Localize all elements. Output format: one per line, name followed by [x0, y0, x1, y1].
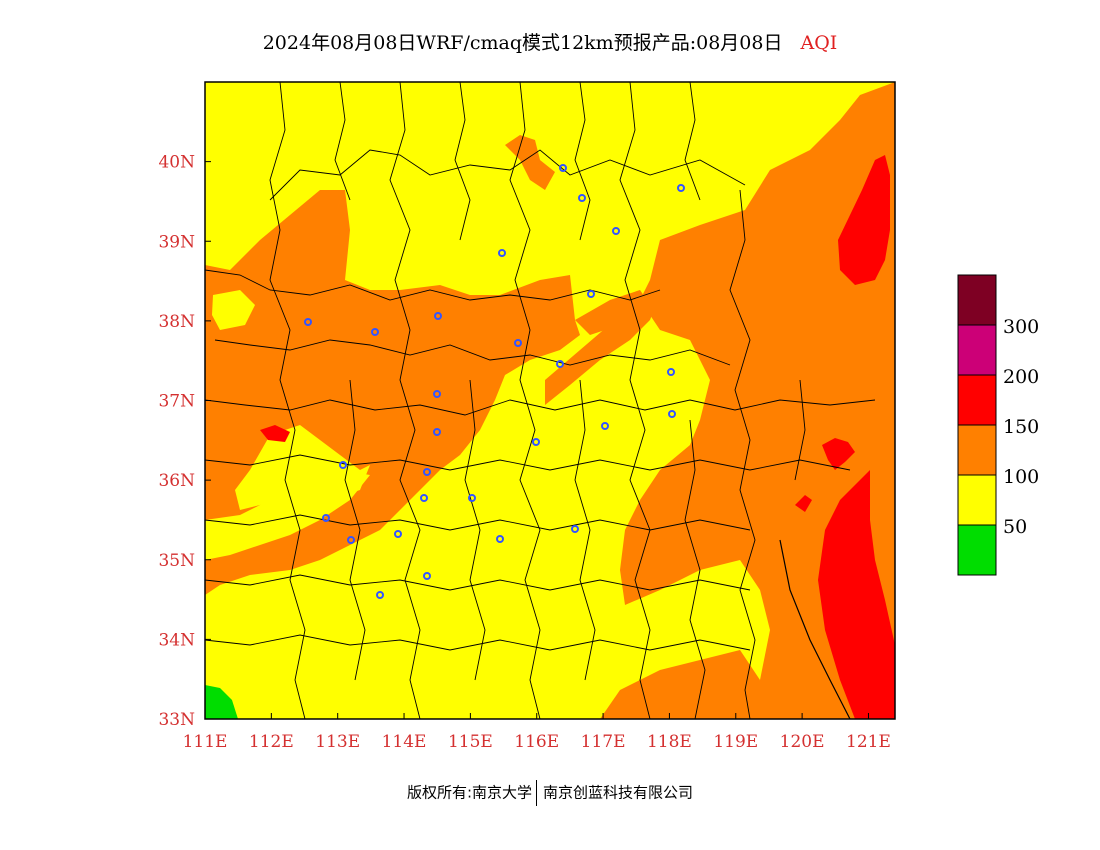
station-marker — [434, 312, 442, 320]
station-marker — [578, 194, 586, 202]
title-main: 2024年08月08日WRF/cmaq模式12km预报产品:08月08日 — [262, 32, 783, 54]
title-aqi-tag: AQI — [800, 32, 838, 54]
aqi-region-red-small-coast — [822, 438, 855, 470]
lon-tick-label: 113E — [315, 732, 360, 752]
lon-tick-label: 118E — [647, 732, 692, 752]
station-marker — [677, 184, 685, 192]
lon-tick-label: 119E — [713, 732, 758, 752]
station-marker — [433, 390, 441, 398]
legend-label: 50 — [1003, 516, 1027, 538]
lon-tick-label: 116E — [514, 732, 559, 752]
lat-tick-label: 37N — [158, 392, 195, 412]
lon-tick-label: 121E — [846, 732, 891, 752]
station-marker — [371, 328, 379, 336]
legend-swatch-good — [957, 524, 997, 576]
station-markers — [304, 164, 685, 599]
station-marker — [468, 494, 476, 502]
copyright-footer: 版权所有:南京大学 南京创蓝科技有限公司 — [0, 780, 1100, 806]
lat-tick-label: 39N — [158, 232, 195, 252]
station-marker — [394, 530, 402, 538]
station-marker — [667, 368, 675, 376]
station-marker — [601, 422, 609, 430]
station-marker — [571, 525, 579, 533]
lat-tick-label: 36N — [158, 471, 195, 491]
legend-swatch-hazardous — [957, 274, 997, 326]
legend-swatch-unhealthy — [957, 374, 997, 426]
station-marker — [559, 164, 567, 172]
station-marker — [376, 591, 384, 599]
lat-tick-label: 33N — [158, 710, 195, 730]
lat-tick-label: 38N — [158, 312, 195, 332]
latitude-axis: 33N 34N 35N 36N 37N 38N 39N 40N — [158, 153, 211, 730]
station-marker — [556, 360, 564, 368]
station-marker — [514, 339, 522, 347]
legend-swatch-usg — [957, 424, 997, 476]
legend-label: 300 — [1003, 316, 1039, 338]
legend-label: 200 — [1003, 366, 1039, 388]
station-marker — [347, 536, 355, 544]
lat-tick-label: 35N — [158, 551, 195, 571]
lon-tick-label: 112E — [249, 732, 294, 752]
station-marker — [420, 494, 428, 502]
legend-label: 100 — [1003, 466, 1039, 488]
legend-swatch-moderate — [957, 474, 997, 526]
footer-company: 南京创蓝科技有限公司 — [543, 783, 694, 802]
station-marker — [532, 438, 540, 446]
station-marker — [587, 290, 595, 298]
admin-boundaries — [205, 82, 876, 719]
station-marker — [339, 461, 347, 469]
station-marker — [322, 514, 330, 522]
lon-tick-label: 114E — [382, 732, 427, 752]
aqi-region-southeast-orange — [600, 650, 760, 719]
station-marker — [612, 227, 620, 235]
station-marker — [498, 249, 506, 257]
lon-tick-label: 117E — [581, 732, 626, 752]
station-marker — [304, 318, 312, 326]
legend-label: 150 — [1003, 416, 1039, 438]
chart-title: 2024年08月08日WRF/cmaq模式12km预报产品:08月08日 AQI — [0, 28, 1100, 55]
aqi-region-yellow-pocket-1 — [212, 290, 255, 330]
aqi-region-west-orange — [205, 190, 580, 595]
aqi-region-yellow-pocket-2 — [235, 425, 370, 510]
footer-separator — [536, 780, 538, 806]
aqi-region-north-orange — [505, 135, 555, 190]
station-marker — [668, 410, 676, 418]
lon-tick-label: 120E — [780, 732, 825, 752]
footer-copyright: 版权所有:南京大学 — [406, 783, 533, 802]
lon-tick-label: 115E — [448, 732, 493, 752]
lat-tick-label: 40N — [158, 153, 195, 173]
station-marker — [423, 468, 431, 476]
station-marker — [433, 428, 441, 436]
station-marker — [496, 535, 504, 543]
station-marker — [423, 572, 431, 580]
aqi-region-red-small-coast-2 — [795, 495, 812, 512]
aqi-region-red-coast — [818, 470, 895, 719]
legend-swatch-very-unhealthy — [957, 324, 997, 376]
aqi-region-red-northeast — [838, 155, 890, 285]
aqi-region-green — [205, 685, 238, 719]
lon-tick-label: 111E — [183, 732, 228, 752]
aqi-region-red-small-west — [260, 425, 290, 442]
longitude-axis: 111E 112E 113E 114E 115E 116E 117E 118E 119E 120E… — [183, 713, 891, 752]
aqi-region-central-tongue — [545, 295, 660, 405]
lat-tick-label: 34N — [158, 630, 195, 650]
aqi-legend: 50 100 150 200 300 — [957, 274, 1039, 576]
aqi-field — [205, 82, 895, 719]
